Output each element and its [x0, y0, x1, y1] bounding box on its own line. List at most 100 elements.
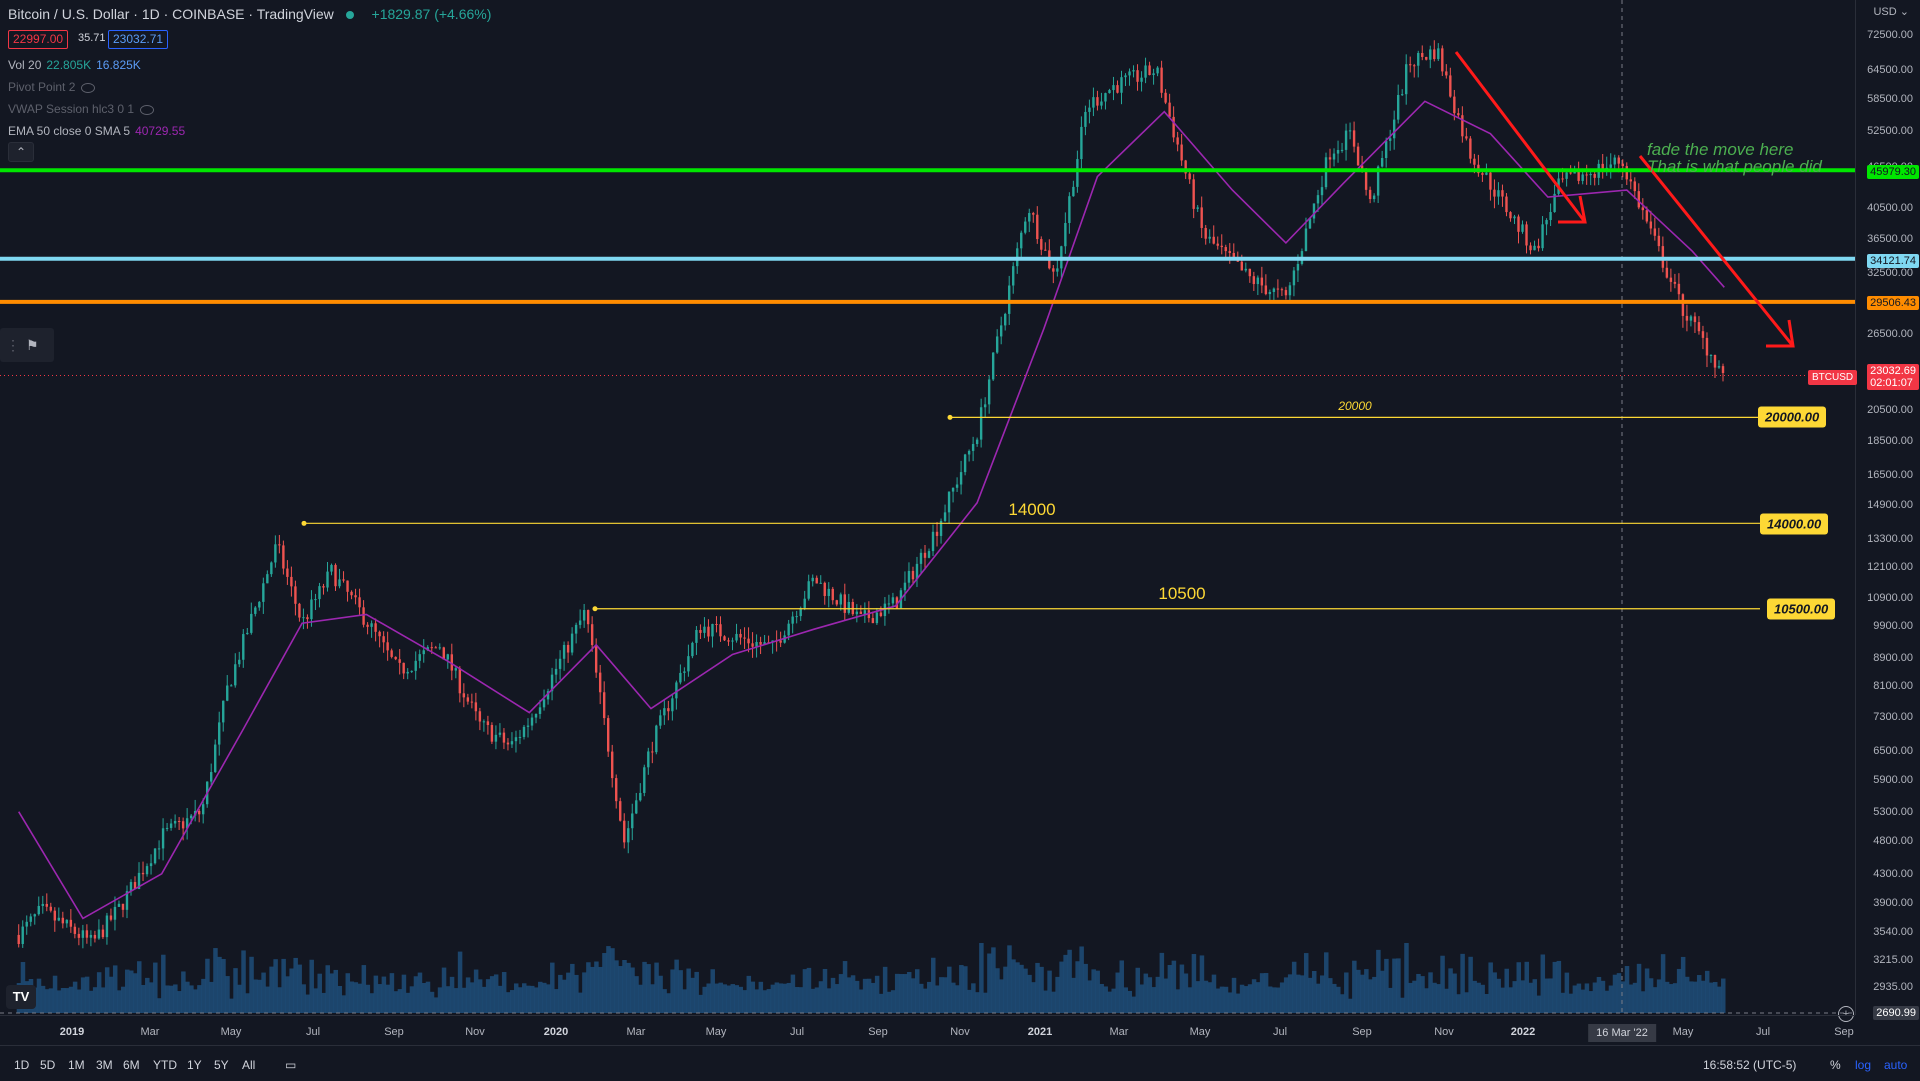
- volume-bar: [1127, 990, 1133, 1013]
- volume-bar: [116, 990, 122, 1013]
- level-20000-text[interactable]: 20000: [1338, 399, 1372, 413]
- volume-bar: [389, 973, 395, 1013]
- candle-body: [422, 650, 425, 655]
- tradingview-logo[interactable]: TV: [6, 985, 36, 1009]
- floating-drawing-toolbar[interactable]: ⋮ ⚑: [0, 328, 54, 362]
- auto-scale-button[interactable]: auto: [1884, 1058, 1908, 1072]
- hidden-eye-icon[interactable]: [81, 82, 96, 93]
- range-button-ytd[interactable]: YTD: [153, 1058, 177, 1072]
- candle-body: [278, 544, 281, 546]
- candle-body: [1092, 97, 1095, 108]
- candle-body: [707, 626, 710, 637]
- range-button-6m[interactable]: 6M: [123, 1058, 140, 1072]
- candle-body: [843, 594, 846, 613]
- volume-bar: [1700, 980, 1706, 1013]
- flag-icon[interactable]: ⚑: [26, 336, 39, 353]
- volume-bar: [963, 966, 968, 1013]
- volume-bar: [505, 992, 511, 1013]
- candle-body: [1589, 174, 1592, 176]
- candle-body: [803, 598, 806, 608]
- candle-body: [382, 636, 385, 643]
- buy-price-button[interactable]: 23032.71: [108, 30, 169, 49]
- candle-body: [314, 599, 317, 601]
- volume-bar: [1055, 976, 1060, 1013]
- level-20000-label[interactable]: 20000.00: [1758, 406, 1827, 428]
- range-button-1y[interactable]: 1Y: [187, 1058, 202, 1072]
- volume-bar: [437, 987, 443, 1013]
- time-axis[interactable]: 2019 Mar May Jul Sep Nov 2020 Mar May Jul Sep Nov 20…: [0, 1015, 1855, 1046]
- candle-body: [923, 552, 927, 558]
- hidden-eye-icon[interactable]: [140, 104, 155, 115]
- candle-body: [759, 641, 762, 645]
- currency-selector[interactable]: USD ⌄: [1873, 6, 1909, 18]
- add-alert-icon[interactable]: +: [1838, 1006, 1854, 1022]
- level-20000-line-anchor: [947, 414, 953, 420]
- candle-body: [1368, 189, 1372, 200]
- candle-body: [41, 903, 44, 906]
- market-status-icon: [345, 11, 354, 20]
- price-tick: 18500.00: [1867, 434, 1913, 447]
- level-10500-line-anchor: [592, 606, 598, 612]
- volume-bar: [1011, 959, 1016, 1013]
- range-button-1m[interactable]: 1M: [68, 1058, 85, 1072]
- candle-body: [246, 632, 249, 635]
- volume-bar: [1480, 984, 1485, 1013]
- volume-bar: [1107, 991, 1112, 1013]
- candle-body: [751, 643, 754, 647]
- volume-bar: [1023, 968, 1028, 1013]
- candle-body: [89, 934, 93, 938]
- indicator-vwap[interactable]: VWAP Session hlc3 0 1: [8, 102, 155, 116]
- candle-body: [390, 650, 393, 657]
- volume-bar: [1452, 973, 1457, 1013]
- volume-bar: [517, 987, 523, 1013]
- candle-body: [550, 674, 554, 692]
- range-button-5d[interactable]: 5D: [40, 1058, 56, 1072]
- candle-body: [651, 751, 654, 753]
- volume-bar: [1328, 978, 1333, 1013]
- level-14000-text[interactable]: 14000: [1008, 500, 1056, 519]
- collapse-legend-button[interactable]: ⌃: [8, 142, 34, 162]
- annotation-line-1[interactable]: fade the move here: [1647, 140, 1794, 159]
- volume-bar: [730, 984, 736, 1013]
- range-button-1d[interactable]: 1D: [14, 1058, 30, 1072]
- symbol-title[interactable]: Bitcoin / U.S. Dollar · 1D · COINBASE · …: [8, 6, 334, 22]
- sell-price-button[interactable]: 22997.00: [8, 30, 69, 49]
- candle-body: [578, 620, 582, 625]
- level-10500-label[interactable]: 10500.00: [1767, 598, 1836, 620]
- indicator-volume[interactable]: Vol 20 22.805K 16.825K: [8, 58, 141, 72]
- candle-body: [566, 644, 570, 653]
- volume-bar: [1644, 968, 1650, 1013]
- range-button-3m[interactable]: 3M: [96, 1058, 113, 1072]
- price-axis[interactable]: USD ⌄ 72500.0064500.0058500.0052500.0046…: [1855, 0, 1920, 1020]
- volume-bar: [694, 971, 699, 1013]
- volume-bar: [289, 968, 294, 1013]
- level-10500-text[interactable]: 10500: [1158, 584, 1206, 603]
- drag-handle-icon[interactable]: ⋮: [6, 336, 20, 353]
- clock[interactable]: 16:58:52 (UTC-5): [1703, 1058, 1797, 1072]
- price-chart[interactable]: [0, 0, 1855, 1015]
- date-range-icon[interactable]: ▭: [285, 1058, 297, 1072]
- indicator-ema[interactable]: EMA 50 close 0 SMA 5 40729.55: [8, 124, 185, 138]
- range-button-all[interactable]: All: [242, 1058, 256, 1072]
- indicator-pivot[interactable]: Pivot Point 2: [8, 80, 96, 94]
- log-scale-button[interactable]: log: [1855, 1058, 1872, 1072]
- candle-body: [574, 624, 578, 634]
- candle-body: [374, 623, 377, 632]
- candle-body: [791, 616, 794, 624]
- volume-bar: [979, 943, 984, 1013]
- time-label: 2021: [1027, 1026, 1053, 1038]
- candle-body: [1577, 170, 1580, 181]
- candle-body: [250, 613, 253, 633]
- percent-scale-button[interactable]: %: [1830, 1058, 1841, 1072]
- candle-body: [915, 563, 919, 580]
- volume-bar: [413, 976, 419, 1013]
- volume-bar: [521, 983, 527, 1013]
- time-label: Mar: [626, 1026, 646, 1038]
- range-button-5y[interactable]: 5Y: [214, 1058, 229, 1072]
- level-14000-label[interactable]: 14000.00: [1760, 513, 1829, 535]
- volume-bar: [1420, 976, 1425, 1013]
- annotation-line-2[interactable]: That is what people did: [1647, 157, 1822, 176]
- candle-body: [530, 717, 534, 726]
- candle-body: [799, 607, 802, 617]
- chart-pane[interactable]: Bitcoin / U.S. Dollar · 1D · COINBASE · …: [0, 0, 1855, 1015]
